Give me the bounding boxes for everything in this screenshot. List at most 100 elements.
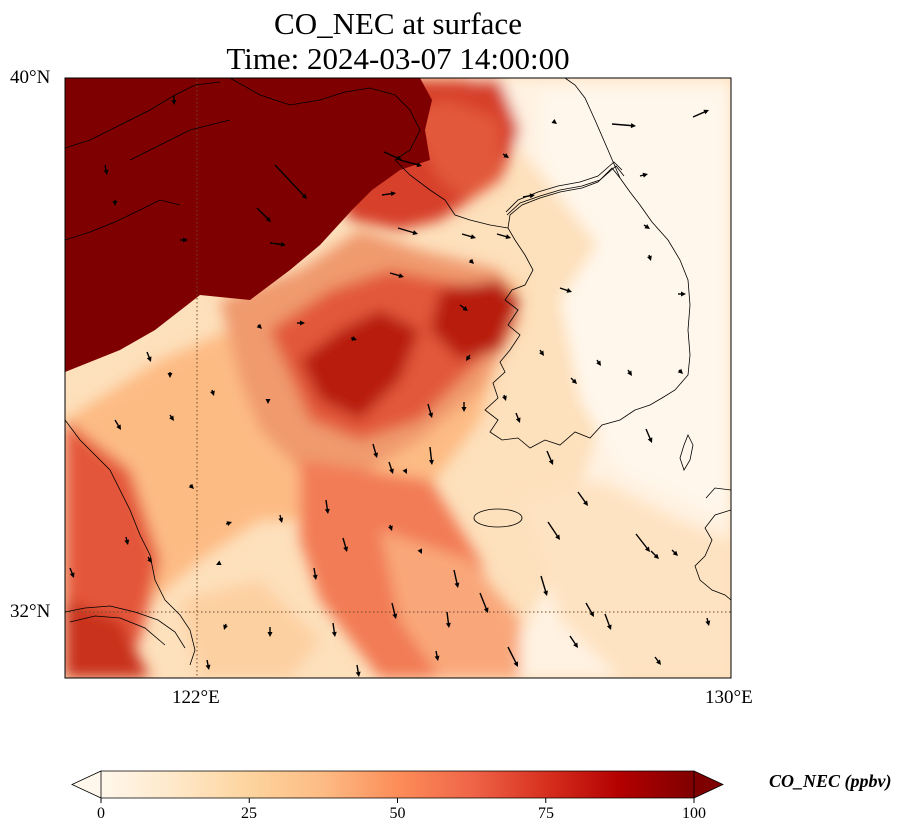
wind-arrow-head: [681, 291, 686, 297]
wind-arrow-head: [265, 216, 271, 222]
wind-arrow-head: [529, 193, 535, 199]
wind-arrow: [399, 159, 420, 166]
wind-arrow-head: [548, 459, 554, 465]
wind-arrow-head: [312, 574, 318, 580]
colorbar-min-extension: [71, 770, 102, 799]
wind-arrow-head: [147, 557, 152, 563]
wind-arrow-head: [205, 664, 211, 670]
wind-arrow: [585, 602, 594, 615]
wind-arrow-head: [417, 548, 422, 554]
wind-arrow-head: [412, 230, 418, 235]
wind-arrow-head: [343, 546, 349, 552]
wind-arrow-head: [454, 582, 460, 588]
wind-arrow-head: [677, 368, 683, 374]
wind-arrow-head: [703, 109, 709, 115]
wind-arrow: [446, 611, 450, 626]
wind-arrow: [429, 446, 433, 463]
wind-arrow-head: [589, 611, 594, 617]
wind-arrow-head: [642, 172, 648, 178]
wind-arrow: [577, 491, 587, 504]
wind-arrow-head: [278, 517, 284, 523]
wind-arrow-head: [428, 459, 434, 465]
wind-arrow-head: [573, 642, 578, 648]
wind-arrow-head: [428, 412, 434, 418]
wind-arrow-head: [606, 624, 612, 630]
map-title-line2: Time: 2024-03-07 14:00:00: [226, 41, 570, 76]
lon-tick-label-130: 130°E: [705, 687, 753, 708]
wind-arrow-head: [324, 508, 330, 514]
wind-arrow: [507, 646, 518, 665]
lon-tick-label-122: 122°E: [172, 687, 220, 708]
wind-arrow-head: [513, 661, 518, 667]
wind-arrow-head: [445, 622, 451, 628]
wind-arrow-head: [223, 624, 228, 630]
wind-arrow-head: [555, 534, 560, 540]
wind-arrow: [479, 592, 488, 611]
wind-arrow-head: [396, 155, 402, 161]
wind-arrow-head: [627, 370, 632, 376]
wind-arrow-head: [351, 336, 357, 341]
wind-arrow-head: [331, 631, 337, 637]
wind-arrow-head: [571, 378, 577, 384]
wind-arrow-head: [389, 468, 394, 474]
wind-arrow: [540, 575, 547, 594]
wind-arrow: [383, 151, 400, 160]
wind-arrow-head: [503, 153, 509, 158]
wind-arrow-head: [256, 323, 262, 329]
wind-arrow-head: [146, 356, 152, 362]
wind-arrow-head: [505, 234, 511, 240]
wind-arrow-head: [373, 452, 379, 458]
colorbar-tick-25: 25: [241, 805, 257, 822]
wind-arrow-head: [566, 288, 572, 293]
wind-arrow-head: [653, 553, 659, 559]
lat-tick-label-40: 40°N: [10, 67, 51, 88]
colorbar-tick-75: 75: [538, 805, 554, 822]
concentration-field: [65, 78, 731, 678]
wind-arrow-head: [402, 468, 407, 474]
map-title-line1: CO_NEC at surface: [274, 6, 522, 41]
wind-arrow-head: [388, 525, 393, 531]
wind-arrow-head: [267, 632, 273, 637]
wind-arrow-head: [398, 273, 404, 279]
gridlines: [65, 78, 731, 678]
wind-arrow-head: [647, 255, 652, 261]
wind-arrow: [274, 164, 306, 198]
lat-tick-label-32: 32°N: [10, 601, 51, 622]
wind-arrow-head: [705, 620, 711, 626]
coastlines: [65, 78, 731, 666]
wind-arrow: [546, 450, 553, 463]
plot-frame: [64, 77, 732, 679]
wind-arrow-head: [69, 572, 75, 578]
wind-arrow-head: [644, 546, 650, 552]
wind-arrow-head: [551, 119, 557, 124]
wind-arrow-head: [171, 100, 177, 105]
wind-arrow-head: [112, 201, 118, 206]
wind-arrow-head: [539, 350, 544, 356]
wind-arrow-head: [124, 539, 130, 545]
wind-arrow-head: [644, 224, 650, 229]
colorbar-tick-50: 50: [389, 805, 406, 822]
wind-arrow-head: [301, 193, 307, 199]
wind-arrow-head: [434, 655, 440, 661]
wind-arrow: [635, 533, 649, 551]
colorbar-max-extension: [693, 770, 724, 799]
wind-arrow-head: [416, 162, 422, 168]
wind-arrow-head: [116, 424, 121, 430]
wind-arrow-head: [583, 500, 588, 506]
wind-arrow-head: [502, 395, 507, 401]
wind-arrow-head: [647, 437, 653, 443]
wind-arrow-head: [226, 521, 232, 526]
wind-arrow-head: [167, 373, 173, 378]
wind-arrow-head: [280, 241, 286, 247]
wind-arrow: [453, 569, 459, 586]
colorbar-gradient: [101, 771, 694, 798]
wind-arrow-head: [300, 320, 305, 326]
wind-arrow-head: [265, 399, 271, 404]
wind-arrow: [611, 123, 634, 127]
wind-arrow-head: [470, 234, 476, 240]
wind-arrow-head: [355, 671, 361, 677]
wind-arrow-head: [392, 613, 398, 619]
wind-arrow-head: [596, 360, 601, 366]
colorbar-tick-0: 0: [97, 805, 105, 822]
